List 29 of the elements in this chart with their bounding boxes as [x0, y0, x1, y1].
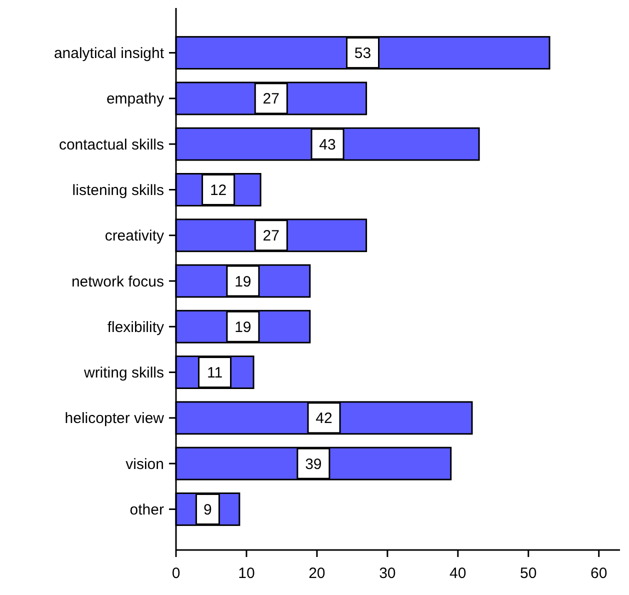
data-label: 19	[234, 273, 252, 290]
x-tick-label: 40	[450, 565, 466, 582]
y-tick-label: creativity	[104, 228, 164, 245]
data-label: 42	[316, 410, 332, 428]
x-tick-label: 0	[172, 565, 180, 582]
y-tick-label: contactual skills	[58, 136, 164, 154]
y-tick-label: writing skills	[82, 364, 164, 382]
y-tick-label: other	[130, 501, 164, 518]
y-tick-label: analytical insight	[54, 45, 165, 62]
y-tick-label: network focus	[71, 273, 164, 290]
x-tick-label: 10	[238, 565, 255, 582]
data-label: 39	[305, 456, 322, 473]
y-tick-label: empathy	[106, 90, 164, 108]
data-label: 11	[206, 364, 223, 382]
x-tick-label: 50	[520, 565, 537, 582]
data-label: 19	[234, 318, 252, 336]
y-tick-label: flexibility	[107, 318, 164, 336]
data-label: 53	[354, 45, 372, 62]
data-label: 27	[262, 228, 280, 245]
data-label: 43	[319, 136, 336, 154]
x-tick-label: 30	[379, 565, 396, 582]
data-label: 27	[262, 90, 280, 108]
data-label: 9	[204, 501, 212, 518]
y-tick-label: helicopter view	[64, 410, 164, 428]
data-label: 12	[210, 182, 227, 199]
x-tick-label: 20	[308, 565, 326, 582]
y-tick-label: vision	[126, 456, 164, 473]
x-tick-label: 60	[590, 565, 608, 582]
y-tick-label: listening skills	[72, 182, 164, 199]
